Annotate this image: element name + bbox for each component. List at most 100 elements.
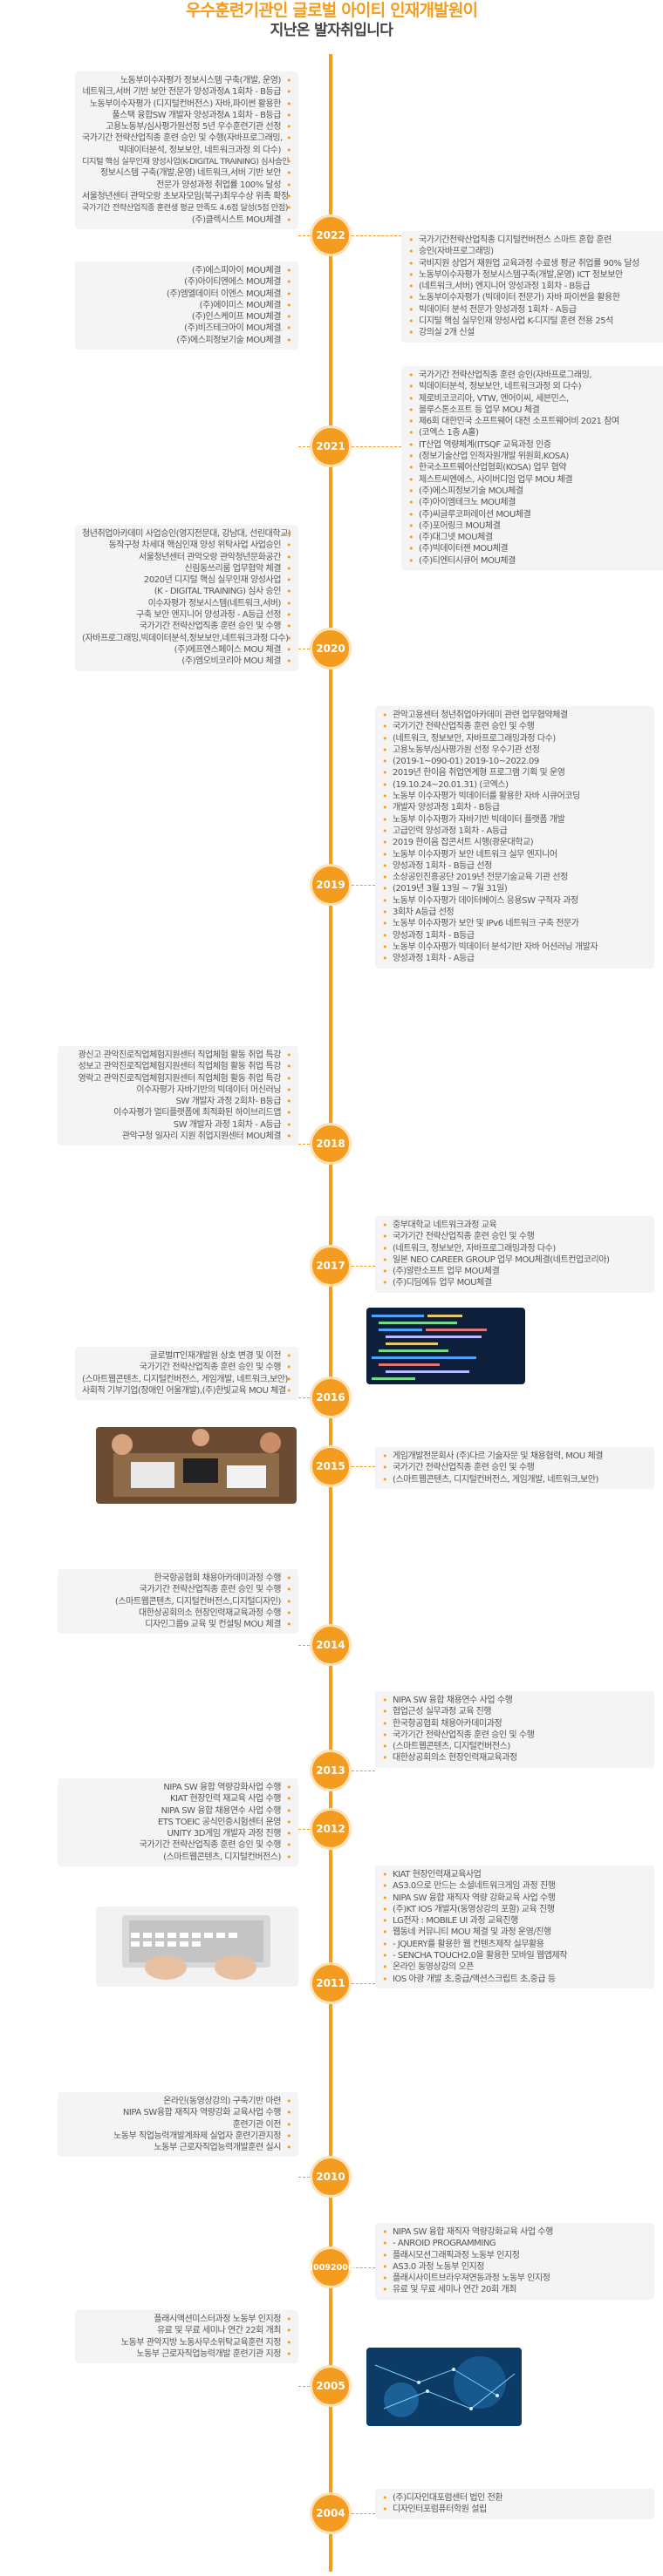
milestone-item: 신림동쓰리룸 업무협약 체결 [82,563,291,575]
milestone-item: NIPA SW융합 재직자 역량강화 교육사업 수행 [65,2107,291,2119]
milestone-item: (주)에스피아이 MOU체결 [82,265,291,277]
milestone-item: 국가기간 전략산업직종 훈련 승인(자바프로그래밍, [408,370,663,382]
team-meeting-photo [96,1427,297,1504]
milestone-item: 양성과정 1회차 - A등급 [382,953,647,965]
milestone-item: 청년취업아카데미 사업승인(영지전문대, 강남대, 선린대학교) [82,528,291,540]
connector-line [352,1466,375,1467]
milestone-item: 일본 NEO CAREER GROUP 업무 MOU체결(네트컨업코리아) [382,1254,647,1267]
year-label: 2015 [316,1460,345,1472]
year-label: 2021 [316,440,345,452]
milestone-box-right: 게임개발전문회사 (주)다르 기술자문 및 채용협력, MOU 체결국가기간 전… [375,1447,654,1489]
connector-line [352,1266,375,1267]
milestone-box-right: NIPA SW 융합 채용연수 사업 수행협업근성 실무과정 교육 진행한국항공… [375,1691,654,1768]
milestone-item: 강의실 2개 신설 [408,327,663,339]
milestone-box-right: 중부대학교 네트워크과정 교육국가기간 전략산업직종 훈련 승인 및 수행(네트… [375,1216,654,1293]
milestone-item: 국가기간 전략산업직종 훈련 승인 및 수행 [382,1730,647,1742]
milestone-box-left: 글로벌IT인재개발원 상호 변경 및 이전국가기간 전략산업직종 훈련 승인 및… [75,1347,298,1401]
milestone-item: NIPA SW 융합 재직자 역량강화교육 사업 수행 [382,2226,647,2239]
milestone-item: 플래시사이트브라우져연동과정 노동부 인지정 [382,2273,647,2285]
milestone-item: (주)아이엠테크노 MOU체결 [408,497,663,509]
milestone-item: 디지털 핵심 실무인재 양성사업(K-DIGITAL TRAINING) 심사승… [82,156,291,168]
connector-line [298,1829,310,1830]
milestone-item: KIAT 현장인력재교육사업 [382,1869,647,1881]
milestone-item: (주)씨글루코퍼레이션 MOU체결 [408,509,663,521]
milestone-item: (주)티엔티시큐어 MOU체결 [408,555,663,568]
milestone-box-left: NIPA SW 융합 역량강화사업 수행KIAT 현장인력 재교육 사업 수행N… [58,1778,298,1867]
milestone-item: 노동부이수자평가 정보시스템 구축(개발, 운영) [82,75,291,87]
milestone-item: 플래시액션미스터과정 노동부 인지정 [82,2314,291,2326]
year-label: 2004 [316,2507,345,2519]
year-label: 2005 [316,2380,345,2392]
year-label: 2018 [316,1138,345,1150]
year-marker: 2015 [310,1445,352,1487]
milestone-item: 풀스택 융합SW 개발자 양성과정A 1회차 - B등급 [82,110,291,122]
page-header: 우수훈련기관인 글로벌 아이티 인재개발원이 지난온 발자취입니다 [0,0,663,40]
milestone-item: 노동부 이수자평가 데이터베이스 응용SW 구적자 과정 [382,895,647,907]
connector-line [352,446,401,447]
year-marker: 2021 [310,425,352,467]
year-label: 2012 [316,1823,345,1835]
year-label: 2013 [316,1764,345,1777]
year-label: 2014 [316,1639,345,1651]
milestone-item: 구축 보안 엔지니어 양성과정 - A등급 선정 [82,609,291,622]
milestone-box-left: 광신고 관악진로직업체험지원센터 직업체험 활동 취업 특강성보고 관악진로직업… [58,1046,298,1146]
milestone-box-right: 국가기간 전략산업직종 훈련 승인(자바프로그래밍,빅데이터분석, 정보보안, … [401,366,663,571]
timeline-axis [329,54,332,2572]
milestone-item: 블루스톤소프트 등 업무 MOU 체결 [408,404,663,417]
milestone-item: 전문가 양성과정 취업률 100% 달성 [82,180,291,192]
year-marker: 2016 [310,1376,352,1418]
connector-line [352,2513,375,2514]
milestone-item: 빅데이터분석, 정보보안, 네트워크과정 외 다수) [82,145,291,157]
milestone-item: (주)클렉시스트 MOU체결 [82,214,291,227]
milestone-item: 고용노동부/심사평가원선정 5년 우수훈련기관 선정 [82,121,291,133]
milestone-item: SW 개발자 과정 2회차- B등급 [65,1096,291,1108]
milestone-box-left: (주)에스피아이 MOU체결(주)아이티엔에스 MOU체결(주)엠엘데이터 이엔… [75,262,298,350]
milestone-item: 관악구청 일자리 지원 취업지원센터 MOU체결 [65,1131,291,1143]
milestone-item: 한국소프트웨어산업협회(KOSA) 업무 협약 [408,462,663,474]
milestone-item: (주)에스피정보기술 MOU체결 [408,486,663,498]
milestone-item: 국가기간 전략산업직종 훈련생 평균 만족도 4.6점 달성(5점 만점) [82,202,291,214]
milestone-item: 게임개발전문회사 (주)다르 기술자문 및 채용협력, MOU 체결 [382,1451,647,1463]
milestone-item: 온라인(동영상강의) 구축기반 마련 [65,2096,291,2108]
milestone-item: (주)아이티엔에스 MOU체결 [82,276,291,289]
year-marker: 2009 2006 [308,2246,353,2288]
milestone-item: 2019년 한이음 취업연계형 프로그램 기획 및 운영 [382,767,647,779]
milestone-item: 제로비코코리아, VTW, 엔어이씨, 세븐민스, [408,393,663,405]
milestone-item: NIPA SW 융합 역량강화사업 수행 [65,1782,291,1794]
milestone-item: 온라인 동영상강의 오픈 [382,1961,647,1974]
milestone-item: 제스트씨엔에스, 사이버디엄 업무 MOU 체결 [408,474,663,486]
milestone-item: 노동부 이수자평가 보안 및 IPv6 네트워크 구축 전문가 [382,918,647,930]
milestone-item: (네트워크,서버) 엔지니어 양성과정 1회차 - B등급 [408,281,663,293]
milestone-item: 이수자평가 정보시스템(네트워크,서버) [82,598,291,610]
milestone-item: (K - DIGITAL TRAINING) 심사 승인 [82,586,291,598]
milestone-item: (코엑스 1층 A홀) [408,427,663,439]
year-label: 2011 [316,1977,345,1989]
milestone-item: 동작구청 차세대 핵심인재 양성 위탁사업 사업승인 [82,540,291,552]
milestone-item: (주)KT IOS 개발자(동영상강의 포함) 교육 진행 [382,1904,647,1916]
milestone-item: 관악고용센터 청년취업아카데미 관련 업무협약체결 [382,710,647,722]
milestone-item: 훈련기관 이전 [65,2119,291,2131]
year-marker: 2018 [310,1123,352,1165]
milestone-item: 소상공인진흥공단 2019년 전문기술교육 기관 선정 [382,872,647,884]
milestone-item: (네트워크, 정보보안, 자바프로그래밍과정 다수) [382,1243,647,1255]
year-marker: 2020 [310,628,352,669]
milestone-item: 글로벌IT인재개발원 상호 변경 및 이전 [82,1350,291,1363]
milestone-item: 국비지원 상업거 재원업 교육과정 수료생 평균 취업률 90% 달성 [408,258,663,270]
milestone-item: 노동부이수자평가 (디지털컨버전스) 자바,파이썬 활용한 [82,99,291,111]
connector-line [298,1144,310,1145]
milestone-item: (자바프로그래밍,빅데이터분석,정보보안,네트워크과정 다수) [82,633,291,645]
year-label: 2010 [316,2171,345,2183]
milestone-item: (스마트웹콘텐츠, 디지털컨버전스) [65,1852,291,1864]
connector-line [352,2267,375,2268]
connector-line [298,2177,310,2178]
milestone-item: (2019년 3월 13일 ~ 7월 31일) [382,883,647,895]
milestone-item: (주)에이미스 MOU체결 [82,300,291,312]
milestone-item: - ANROID PROGRAMMING [382,2238,647,2250]
milestone-item: 3회차 A등급 선정 [382,907,647,919]
milestone-item: 고용노동부/심사평가원 선정 우수기관 선정 [382,744,647,757]
milestone-box-left: 한국항공협회 채용아카데미과정 수행국가기간 전략산업직종 훈련 승인 및 수행… [58,1569,298,1635]
milestone-item: (주)엠오비코리아 MOU 체결 [82,656,291,668]
milestone-item: 빅데이터 분석 전문가 양성과정 1회차 - A등급 [408,304,663,316]
milestone-item: 노동부이수자평가 정보시스템구축(개발,운영) ICT 정보보안 [408,269,663,282]
milestone-item: 2019 한이음 잡콘서트 시행(광운대학교) [382,837,647,849]
